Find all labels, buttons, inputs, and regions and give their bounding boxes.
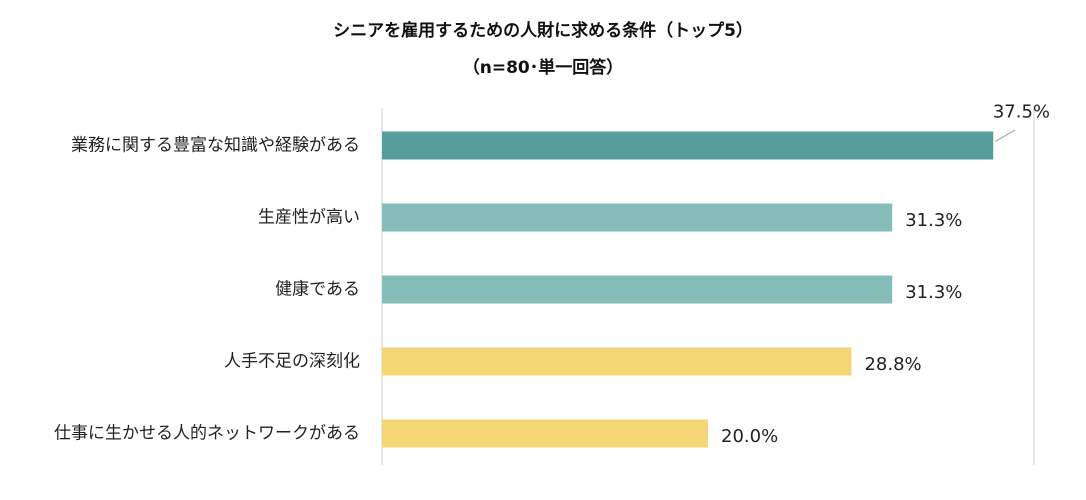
chart-subtitle: （n=80･単一回答） [462, 58, 624, 78]
data-label: 31.3% [905, 282, 962, 303]
data-label: 20.0% [721, 426, 778, 447]
bar [382, 347, 852, 376]
data-label-leader-line [994, 129, 1016, 143]
data-label: 28.8% [864, 354, 921, 375]
data-label: 31.3% [905, 210, 962, 231]
bar [382, 419, 708, 448]
category-label: 業務に関する豊富な知識や経験がある [71, 136, 360, 156]
bar [382, 203, 893, 232]
data-label: 37.5% [993, 102, 1050, 123]
chart-title: シニアを雇用するための人財に求める条件（トップ5） [333, 21, 753, 41]
category-label: 人手不足の深刻化 [224, 352, 360, 372]
category-label: 仕事に生かせる人的ネットワークがある [54, 424, 360, 444]
category-label: 生産性が高い [258, 208, 360, 228]
bar [382, 275, 893, 304]
category-label: 健康である [275, 280, 360, 300]
bar [382, 131, 994, 160]
